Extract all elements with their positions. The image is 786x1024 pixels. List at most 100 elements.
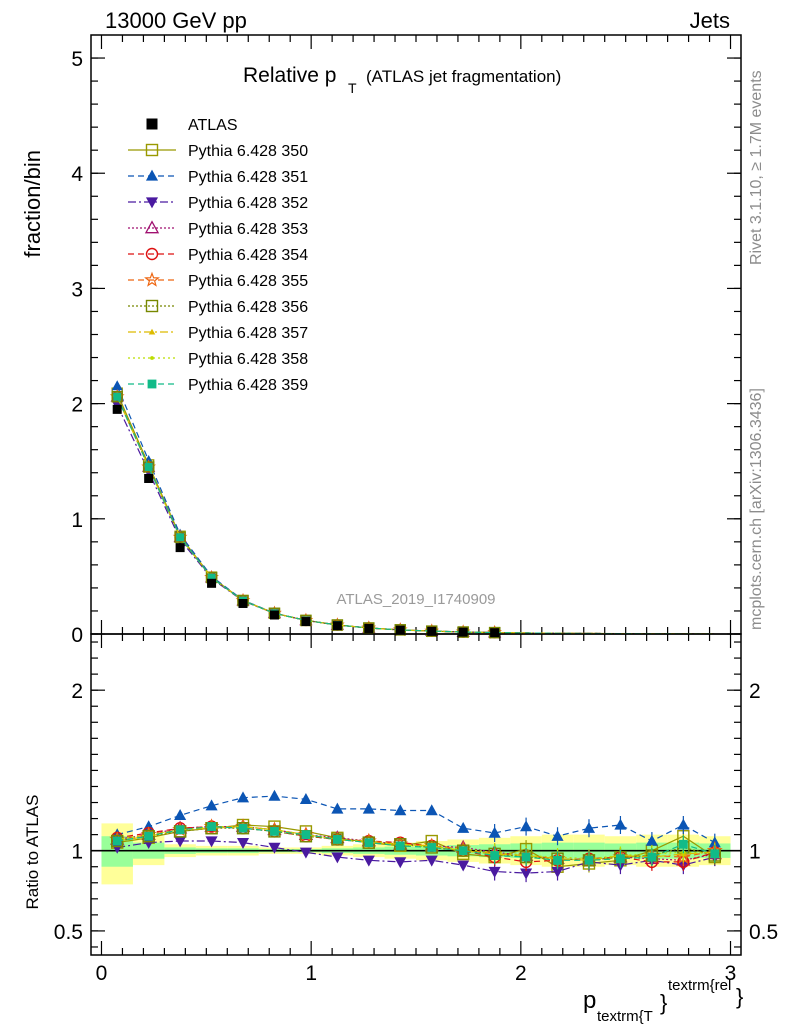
triangle-marker bbox=[299, 847, 312, 859]
square-marker bbox=[427, 843, 437, 852]
square-marker bbox=[364, 838, 374, 848]
square-marker bbox=[147, 379, 157, 389]
x-axis-label: p textrm{T } textrm{rel } bbox=[583, 977, 743, 1024]
legend-entry: Pythia 6.428 358 bbox=[128, 351, 308, 368]
square-marker bbox=[521, 852, 531, 862]
triangle-marker bbox=[205, 836, 218, 848]
main-panel: 0 1 2 3 4 5 bbox=[71, 34, 742, 647]
x-label-p: p bbox=[583, 987, 596, 1014]
square-marker bbox=[207, 578, 217, 588]
square-marker bbox=[269, 610, 279, 620]
square-marker bbox=[332, 621, 342, 631]
channel-label: Jets bbox=[690, 8, 730, 33]
square-marker bbox=[113, 392, 122, 401]
legend-entry: Pythia 6.428 357 bbox=[128, 325, 308, 342]
square-marker bbox=[142, 461, 155, 473]
triangle-marker bbox=[142, 837, 155, 849]
ratio-panel: 0 1 2 3 0.5 0.5 1 1 2 2 bbox=[54, 633, 778, 985]
square-marker bbox=[458, 627, 468, 637]
square-marker bbox=[174, 531, 186, 543]
plot-title-subscript: T bbox=[348, 80, 357, 96]
analysis-label: ATLAS_2019_I1740909 bbox=[336, 591, 495, 608]
dot-marker bbox=[150, 356, 154, 360]
y-tick-label: 2 bbox=[71, 680, 83, 703]
x-label-brace: } bbox=[660, 990, 667, 1015]
x-label-subscript: textrm{T bbox=[597, 1008, 653, 1024]
square-marker bbox=[146, 118, 158, 130]
legend-entry: Pythia 6.428 356 bbox=[128, 299, 308, 316]
square-marker bbox=[270, 827, 279, 836]
triangle-marker bbox=[394, 804, 407, 816]
triangle-marker bbox=[488, 826, 501, 838]
square-marker bbox=[490, 628, 500, 638]
square-marker bbox=[144, 462, 153, 471]
triangle-marker bbox=[236, 791, 250, 803]
y-tick-label: 4 bbox=[71, 163, 83, 186]
triangle-marker bbox=[268, 842, 281, 854]
legend-entry: Pythia 6.428 355 bbox=[128, 271, 308, 290]
mcplots-label: mcplots.cern.ch [arXiv:1306.3436] bbox=[748, 388, 765, 630]
triangle-marker bbox=[551, 866, 564, 878]
x-tick-label: 1 bbox=[305, 962, 317, 985]
square-marker bbox=[175, 543, 185, 553]
triangle-marker bbox=[457, 821, 470, 833]
square-marker bbox=[112, 404, 122, 414]
square-marker bbox=[207, 822, 216, 831]
legend-label: Pythia 6.428 358 bbox=[188, 351, 308, 368]
triangle-marker bbox=[551, 829, 564, 841]
triangle-marker bbox=[677, 818, 690, 830]
square-marker bbox=[112, 836, 122, 846]
y-tick-label: 5 bbox=[71, 48, 83, 71]
square-marker bbox=[145, 299, 159, 313]
legend-entry: Pythia 6.428 350 bbox=[128, 143, 308, 160]
square-marker bbox=[111, 834, 124, 848]
legend-entry: Pythia 6.428 352 bbox=[128, 195, 308, 212]
triangle-marker bbox=[488, 866, 501, 878]
triangle-marker bbox=[614, 818, 627, 830]
y-tick-label: 2 bbox=[71, 394, 83, 417]
ratio-line bbox=[117, 840, 715, 874]
square-marker bbox=[647, 852, 657, 862]
legend-label: Pythia 6.428 357 bbox=[188, 325, 308, 342]
y-tick-label: 1 bbox=[71, 841, 83, 864]
legend-entry: Pythia 6.428 359 bbox=[128, 377, 308, 394]
square-marker bbox=[142, 830, 155, 843]
circle-marker bbox=[145, 247, 159, 261]
square-marker bbox=[364, 623, 374, 633]
y-tick-label: 3 bbox=[71, 278, 83, 301]
square-marker bbox=[678, 839, 688, 849]
triangle-marker bbox=[299, 792, 312, 804]
triangle-marker bbox=[174, 809, 187, 821]
legend-label: Pythia 6.428 354 bbox=[188, 247, 308, 264]
square-marker bbox=[301, 830, 311, 840]
square-marker bbox=[395, 841, 405, 851]
x-tick-label: 2 bbox=[515, 962, 527, 985]
square-marker bbox=[616, 854, 625, 864]
ratio-series bbox=[111, 789, 721, 852]
legend-label: Pythia 6.428 352 bbox=[188, 195, 308, 212]
legend-label: Pythia 6.428 350 bbox=[188, 143, 308, 160]
triangle-marker bbox=[425, 855, 438, 867]
square-marker bbox=[427, 626, 437, 636]
triangle-marker bbox=[144, 220, 160, 234]
triangle-marker bbox=[425, 804, 438, 816]
triangle-marker bbox=[174, 836, 187, 848]
collision-label: 13000 GeV pp bbox=[105, 8, 247, 33]
x-label-close: } bbox=[736, 984, 743, 1009]
square-marker bbox=[395, 625, 405, 635]
rivet-version-label: Rivet 3.1.10, ≥ 1.7M events bbox=[748, 70, 765, 265]
y-tick-label-right: 2 bbox=[749, 680, 761, 703]
square-marker bbox=[175, 825, 185, 835]
y-tick-label-right: 0.5 bbox=[749, 921, 778, 944]
legend-label: Pythia 6.428 355 bbox=[188, 273, 308, 290]
legend-entry: Pythia 6.428 353 bbox=[128, 220, 308, 238]
legend-label: Pythia 6.428 351 bbox=[188, 169, 308, 186]
y-tick-label-right: 1 bbox=[749, 841, 761, 864]
ratio-series bbox=[112, 822, 720, 870]
star-marker bbox=[144, 271, 160, 287]
square-marker bbox=[207, 573, 216, 582]
square-marker bbox=[238, 823, 248, 833]
square-marker bbox=[332, 835, 342, 844]
main-y-axis-label: fraction/bin bbox=[20, 150, 45, 258]
triangle-marker bbox=[520, 820, 533, 832]
